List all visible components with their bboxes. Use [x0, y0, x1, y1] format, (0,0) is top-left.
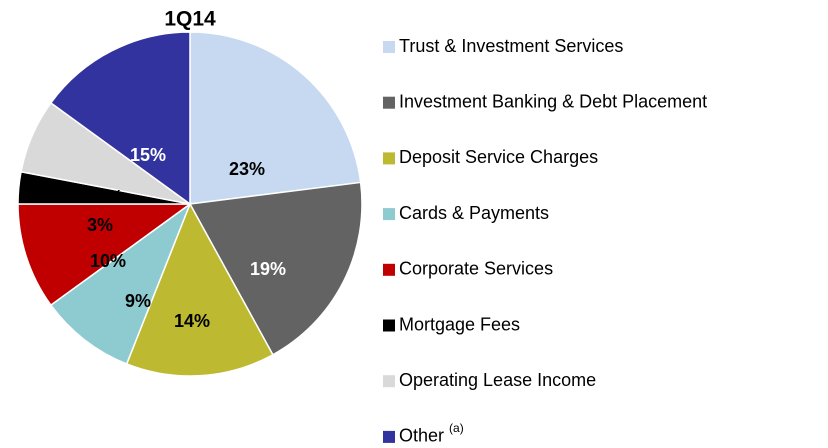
legend-swatch: [383, 375, 395, 388]
legend-swatch: [383, 430, 395, 443]
data-label: 10%: [90, 251, 126, 271]
legend-label: Corporate Services: [399, 259, 553, 279]
legend-swatch: [383, 263, 395, 276]
legend-note: (a): [449, 421, 464, 435]
legend-swatch: [383, 41, 395, 53]
data-label: 19%: [250, 259, 286, 279]
chart-title: 1Q14: [164, 8, 216, 31]
pie-slice: [49, 31, 191, 206]
legend-label: Investment Banking & Debt Placement: [399, 91, 707, 111]
pie-slice: [49, 201, 192, 365]
legend-label: Other: [399, 426, 444, 446]
legend-swatch: [383, 319, 395, 332]
data-label: 7%: [97, 187, 123, 207]
legend-swatch: [383, 152, 395, 165]
legend-swatch: [383, 208, 395, 221]
pie-slice: [189, 31, 362, 205]
legend-label: Deposit Service Charges: [399, 147, 598, 167]
data-label: 3%: [87, 215, 113, 235]
legend-label: Cards & Payments: [399, 203, 549, 223]
data-label: 15%: [130, 145, 166, 165]
legend-label: Mortgage Fees: [399, 314, 520, 334]
data-label: 14%: [174, 311, 210, 331]
legend-swatch: [383, 96, 395, 109]
data-label: 23%: [229, 159, 265, 179]
pie-slice: [17, 203, 193, 307]
pie-slice: [125, 202, 274, 377]
legend-label: Trust & Investment Services: [399, 36, 623, 56]
data-label: 9%: [125, 291, 151, 311]
legend-label: Operating Lease Income: [399, 370, 596, 390]
pie-slice: [188, 181, 363, 356]
